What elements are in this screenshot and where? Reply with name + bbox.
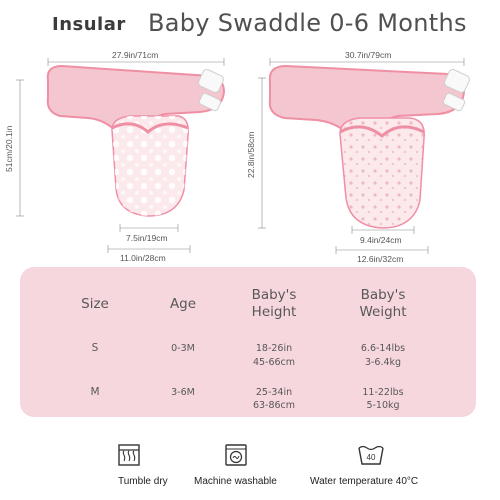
small-bottom-width-label: 7.5in/19cm xyxy=(126,233,168,243)
row-s-age: 0-3M xyxy=(171,343,195,354)
row-m-size: M xyxy=(90,386,100,398)
tumble-dry-icon xyxy=(118,444,140,466)
row-s-height-in: 18-26in xyxy=(255,343,293,354)
water-temperature-badge: 40 xyxy=(367,453,376,462)
header-size: Size xyxy=(81,296,109,312)
size-table: Size Age Baby's Height Baby's Weight S 0… xyxy=(20,267,476,417)
row-m-height-in: 25-34in xyxy=(255,387,293,398)
header-age: Age xyxy=(169,296,197,312)
large-swaddle-drawing xyxy=(258,58,470,254)
header-weight: Baby's Weight xyxy=(359,287,407,320)
large-bottom-width-label: 9.4in/24cm xyxy=(360,235,402,245)
brand-logo: Insular xyxy=(52,14,126,35)
machine-wash-label: Machine washable xyxy=(194,476,277,487)
small-bottom-total-label: 11.0in/28cm xyxy=(120,253,166,263)
machine-wash-icon xyxy=(225,444,247,466)
water-temperature-label: Water temperature 40°C xyxy=(310,476,419,487)
large-width-label: 30.7in/79cm xyxy=(345,50,392,60)
row-s-height-cm: 45-66cm xyxy=(252,357,296,368)
large-bottom-total-label: 12.6in/32cm xyxy=(357,254,404,264)
row-s-weight-kg: 3-6.4kg xyxy=(364,357,402,368)
header-height: Baby's Height xyxy=(251,287,297,320)
row-m-age: 3-6M xyxy=(171,387,195,398)
care-tumble-dry: Tumble dry xyxy=(86,440,236,495)
small-height-label: 51cm/20.1in xyxy=(4,125,14,172)
care-water-temperature: 40 Water temperature 40°C xyxy=(310,440,460,495)
row-s-size: S xyxy=(91,342,99,354)
large-height-label: 22.8in/58cm xyxy=(246,131,256,178)
care-machine-wash: Machine washable xyxy=(192,440,342,495)
row-m-weight-lbs: 11-22lbs xyxy=(362,387,404,398)
swaddle-illustrations xyxy=(16,58,470,254)
water-temperature-icon: 40 xyxy=(358,445,384,465)
small-swaddle-drawing xyxy=(16,58,226,253)
row-s-weight-lbs: 6.6-14lbs xyxy=(360,343,406,354)
row-m-height-cm: 63-86cm xyxy=(252,400,296,411)
small-width-label: 27.9in/71cm xyxy=(112,50,159,60)
row-m-weight-kg: 5-10kg xyxy=(366,400,400,411)
page-title: Baby Swaddle 0-6 Months xyxy=(148,9,467,37)
tumble-dry-label: Tumble dry xyxy=(118,476,168,487)
